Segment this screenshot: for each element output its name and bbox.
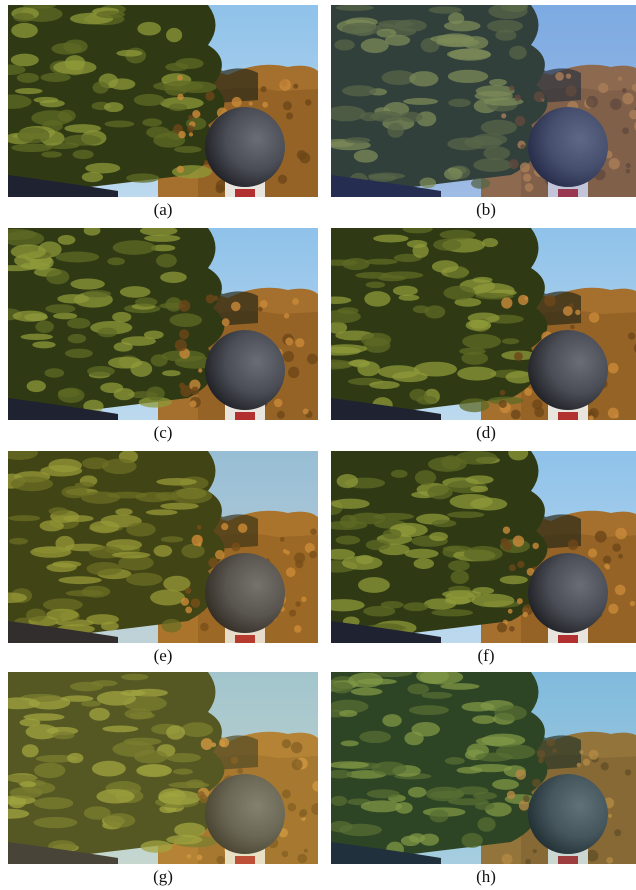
panel-g: (g)	[8, 672, 318, 890]
panel-caption: (d)	[476, 423, 496, 442]
panel-caption: (g)	[153, 867, 173, 886]
scene-image	[8, 5, 318, 197]
panel-h: (h)	[331, 672, 636, 890]
panel-f: (f)	[331, 451, 636, 669]
panel-a: (a)	[8, 5, 318, 223]
photo	[8, 228, 318, 420]
panel-caption: (e)	[153, 646, 173, 665]
scene-image	[8, 672, 318, 864]
panel-b: (b)	[331, 5, 636, 223]
panel-caption: (f)	[477, 646, 495, 665]
panel-caption: (c)	[153, 423, 173, 442]
panel-caption: (a)	[153, 200, 173, 219]
panel-d: (d)	[331, 228, 636, 446]
scene-image	[331, 451, 636, 643]
photo	[331, 672, 636, 864]
scene-image	[8, 228, 318, 420]
scene-image	[331, 672, 636, 864]
scene-image	[331, 5, 636, 197]
photo	[8, 451, 318, 643]
photo	[331, 228, 636, 420]
panel-e: (e)	[8, 451, 318, 669]
scene-image	[331, 228, 636, 420]
photo	[331, 451, 636, 643]
photo	[8, 672, 318, 864]
photo	[331, 5, 636, 197]
panel-caption: (h)	[476, 867, 496, 886]
photo	[8, 5, 318, 197]
panel-c: (c)	[8, 228, 318, 446]
scene-image	[8, 451, 318, 643]
panel-caption: (b)	[476, 200, 496, 219]
